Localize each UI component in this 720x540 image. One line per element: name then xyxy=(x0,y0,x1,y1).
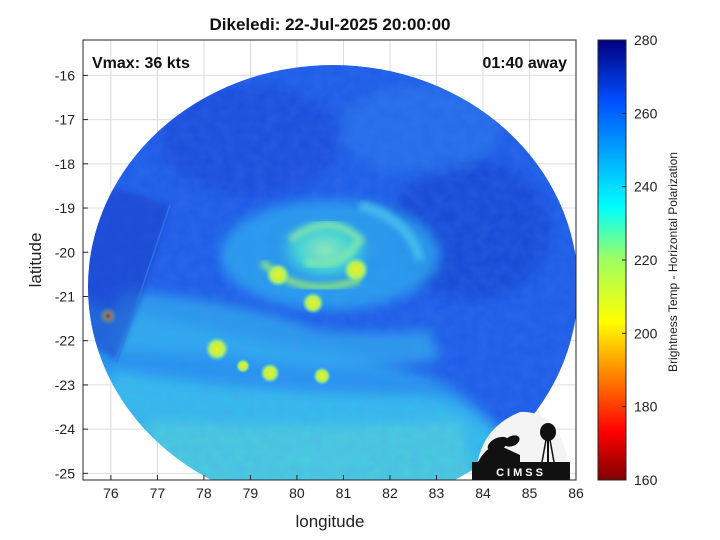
y-tick-label: -20 xyxy=(55,244,75,260)
colorbar-title: Brightness Temp - Horizontal Polarizatio… xyxy=(666,152,680,372)
colorbar-tick-label: 260 xyxy=(634,105,658,121)
y-tick-label: -16 xyxy=(55,67,75,83)
x-tick-label: 84 xyxy=(475,485,491,501)
x-tick-label: 81 xyxy=(336,485,352,501)
x-tick-label: 86 xyxy=(568,485,584,501)
x-tick-label: 78 xyxy=(196,485,212,501)
colorbar-tick-label: 220 xyxy=(634,252,658,268)
cimss-logo: CIMSS xyxy=(472,411,570,480)
y-tick-label: -24 xyxy=(55,421,75,437)
x-tick-label: 83 xyxy=(429,485,445,501)
colorbar-tick-label: 180 xyxy=(634,399,658,415)
x-tick-label: 79 xyxy=(243,485,259,501)
x-tick-label: 85 xyxy=(522,485,538,501)
y-tick-label: -23 xyxy=(55,377,75,393)
colorbar-tick-label: 280 xyxy=(634,32,658,48)
colorbar-tick-label: 240 xyxy=(634,179,658,195)
x-tick-label: 82 xyxy=(382,485,398,501)
y-tick-label: -17 xyxy=(55,112,75,128)
axes-frame xyxy=(82,39,577,481)
brightness-swath xyxy=(88,65,576,480)
y-tick-label: -18 xyxy=(55,156,75,172)
colorbar-ticks: 160 180 200 220 240 260 280 xyxy=(622,32,658,488)
x-tick-label: 76 xyxy=(103,485,119,501)
colorbar-tick-label: 160 xyxy=(634,472,658,488)
y-tick-label: -19 xyxy=(55,200,75,216)
logo-label: CIMSS xyxy=(496,467,546,479)
y-tick-label: -22 xyxy=(55,333,75,349)
vmax-label: Vmax: 36 kts xyxy=(92,55,190,72)
colorbar xyxy=(598,40,626,480)
colorbar-tick-label: 200 xyxy=(634,325,658,341)
time-offset-label: 01:40 away xyxy=(482,55,567,72)
y-tick-label: -21 xyxy=(55,288,75,304)
y-axis-title: latitude xyxy=(26,233,45,288)
x-axis-title: longitude xyxy=(295,512,364,531)
chart-title: Dikeledi: 22-Jul-2025 20:00:00 xyxy=(210,15,451,34)
x-tick-label: 80 xyxy=(289,485,305,501)
swath-edge xyxy=(116,204,171,363)
x-tick-label: 77 xyxy=(150,485,166,501)
y-tick-label: -25 xyxy=(55,465,75,481)
